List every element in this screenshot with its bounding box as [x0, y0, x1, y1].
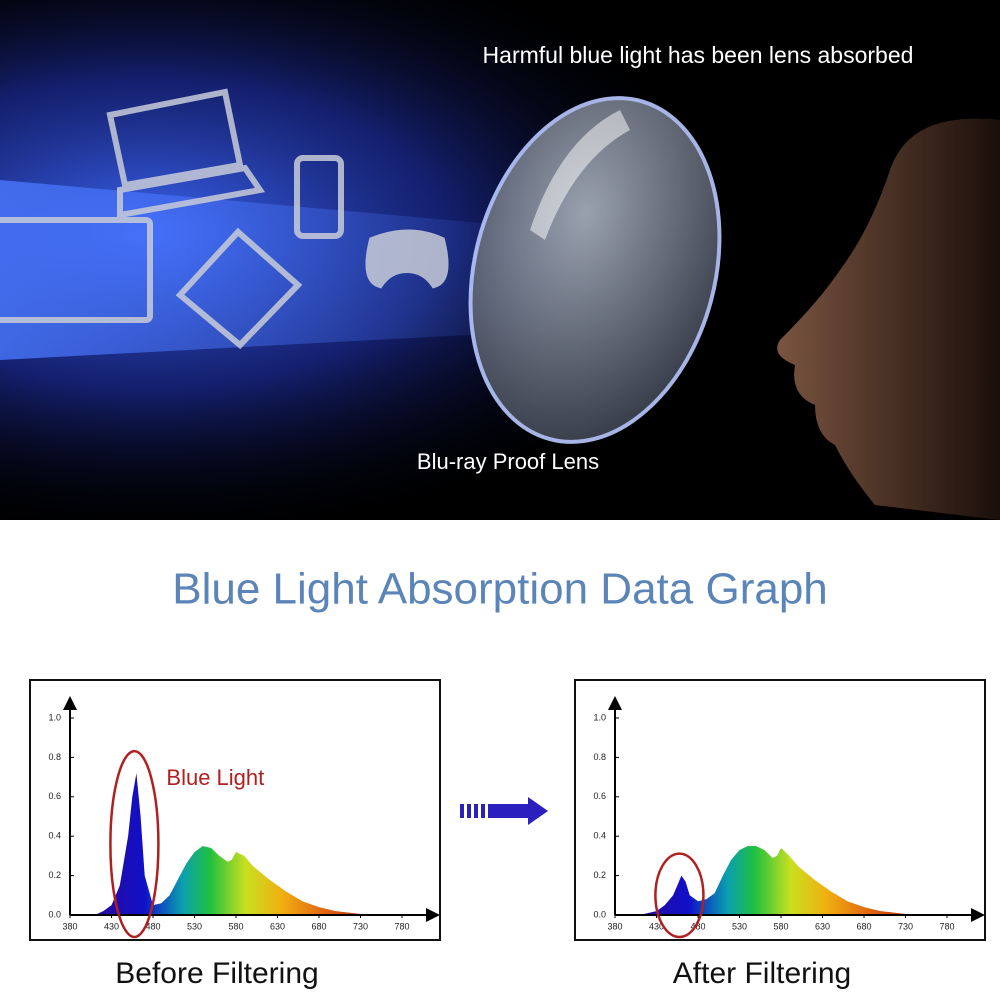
y-tick-label: 0.0 [593, 909, 606, 919]
phone [294, 155, 344, 239]
x-tick-label: 480 [690, 921, 705, 931]
y-tick-label: 0.4 [48, 831, 61, 841]
x-tick-label: 680 [311, 921, 326, 931]
chart-caption: Before Filtering [115, 957, 318, 990]
spectrum-area [94, 773, 369, 915]
x-tick-label: 630 [270, 921, 285, 931]
face [777, 118, 1000, 521]
annotation: Blue Light [166, 765, 264, 790]
x-tick-label: 780 [394, 921, 409, 931]
y-tick-label: 1.0 [593, 712, 606, 722]
spectrum-area [639, 846, 914, 915]
x-tick-label: 630 [815, 921, 830, 931]
x-tick-label: 430 [649, 921, 664, 931]
lens-caption: Blu-ray Proof Lens [417, 449, 599, 474]
x-tick-label: 580 [773, 921, 788, 931]
y-tick-label: 0.2 [48, 870, 61, 880]
x-tick-label: 380 [62, 921, 77, 931]
highlight-ring [109, 749, 160, 939]
x-tick-label: 380 [607, 921, 622, 931]
y-tick-label: 0.8 [593, 752, 606, 762]
banner-caption: Harmful blue light has been lens absorbe… [483, 42, 914, 68]
x-tick-label: 530 [187, 921, 202, 931]
monitor [0, 217, 153, 323]
x-tick-label: 780 [939, 921, 954, 931]
y-tick-label: 0.0 [48, 909, 61, 919]
x-tick-label: 730 [353, 921, 368, 931]
y-tick-label: 0.6 [48, 791, 61, 801]
x-tick-label: 430 [104, 921, 119, 931]
y-tick-label: 1.0 [48, 712, 61, 722]
laptop [106, 88, 244, 189]
x-tick-label: 530 [732, 921, 747, 931]
x-axis-arrow [426, 908, 440, 922]
laptop-base [117, 164, 266, 219]
x-axis-arrow [971, 908, 985, 922]
lens-glare [530, 110, 630, 240]
tablet [175, 227, 303, 350]
devices [0, 88, 449, 350]
y-tick-label: 0.6 [593, 791, 606, 801]
x-tick-label: 680 [856, 921, 871, 931]
x-tick-label: 580 [228, 921, 243, 931]
heading: Blue Light Absorption Data Graph [172, 565, 828, 614]
transition-arrow [460, 797, 548, 825]
y-axis-arrow [63, 696, 77, 710]
y-tick-label: 0.4 [593, 831, 606, 841]
y-tick-label: 0.2 [593, 870, 606, 880]
x-tick-label: 730 [898, 921, 913, 931]
x-tick-label: 480 [145, 921, 160, 931]
y-tick-label: 0.8 [48, 752, 61, 762]
chart-caption: After Filtering [673, 957, 851, 990]
gamepad [365, 229, 449, 289]
lens [468, 96, 722, 444]
y-axis-arrow [608, 696, 622, 710]
highlight-ring [654, 852, 705, 939]
